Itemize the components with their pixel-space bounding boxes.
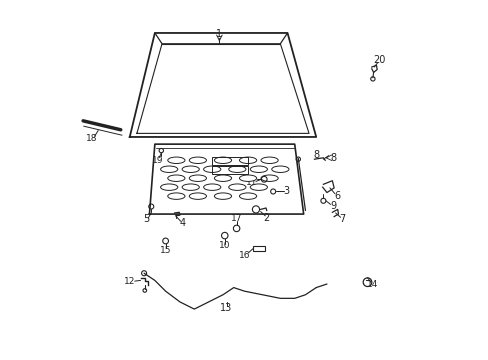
Text: 5: 5 xyxy=(142,215,149,224)
Ellipse shape xyxy=(228,184,245,190)
Bar xyxy=(252,246,265,251)
Ellipse shape xyxy=(189,175,206,181)
Ellipse shape xyxy=(239,157,256,163)
Ellipse shape xyxy=(261,175,278,181)
Ellipse shape xyxy=(203,184,221,190)
Text: 19: 19 xyxy=(152,156,163,165)
Text: 14: 14 xyxy=(366,280,378,289)
Ellipse shape xyxy=(167,175,184,181)
Text: 9: 9 xyxy=(330,201,336,211)
Text: 13: 13 xyxy=(220,303,232,314)
Ellipse shape xyxy=(203,166,221,172)
Text: 16: 16 xyxy=(238,251,250,260)
Text: 10: 10 xyxy=(219,242,230,251)
Text: 12: 12 xyxy=(124,276,135,285)
Bar xyxy=(212,157,247,165)
Text: 18: 18 xyxy=(86,134,97,143)
Ellipse shape xyxy=(189,157,206,163)
Text: 7: 7 xyxy=(339,215,345,224)
Ellipse shape xyxy=(228,166,245,172)
Text: 8: 8 xyxy=(312,150,319,160)
Ellipse shape xyxy=(167,157,184,163)
Ellipse shape xyxy=(182,166,199,172)
Text: 20: 20 xyxy=(372,55,385,65)
Ellipse shape xyxy=(160,166,178,172)
Ellipse shape xyxy=(271,166,288,172)
Ellipse shape xyxy=(214,193,231,199)
Text: 15: 15 xyxy=(160,246,171,255)
Ellipse shape xyxy=(182,184,199,190)
Text: 1: 1 xyxy=(216,29,222,39)
Text: 17: 17 xyxy=(230,214,242,223)
Bar xyxy=(212,166,247,174)
Ellipse shape xyxy=(239,175,256,181)
Ellipse shape xyxy=(189,193,206,199)
Ellipse shape xyxy=(250,184,267,190)
Ellipse shape xyxy=(239,193,256,199)
Text: 6: 6 xyxy=(333,191,339,201)
Ellipse shape xyxy=(167,193,184,199)
Ellipse shape xyxy=(250,166,267,172)
Ellipse shape xyxy=(160,184,178,190)
Text: 4: 4 xyxy=(179,218,185,228)
Ellipse shape xyxy=(214,157,231,163)
Text: 2: 2 xyxy=(263,213,269,222)
Text: 3: 3 xyxy=(283,186,289,197)
Ellipse shape xyxy=(261,157,278,163)
Text: 8: 8 xyxy=(330,153,336,163)
Ellipse shape xyxy=(214,175,231,181)
Text: 11: 11 xyxy=(245,178,257,187)
